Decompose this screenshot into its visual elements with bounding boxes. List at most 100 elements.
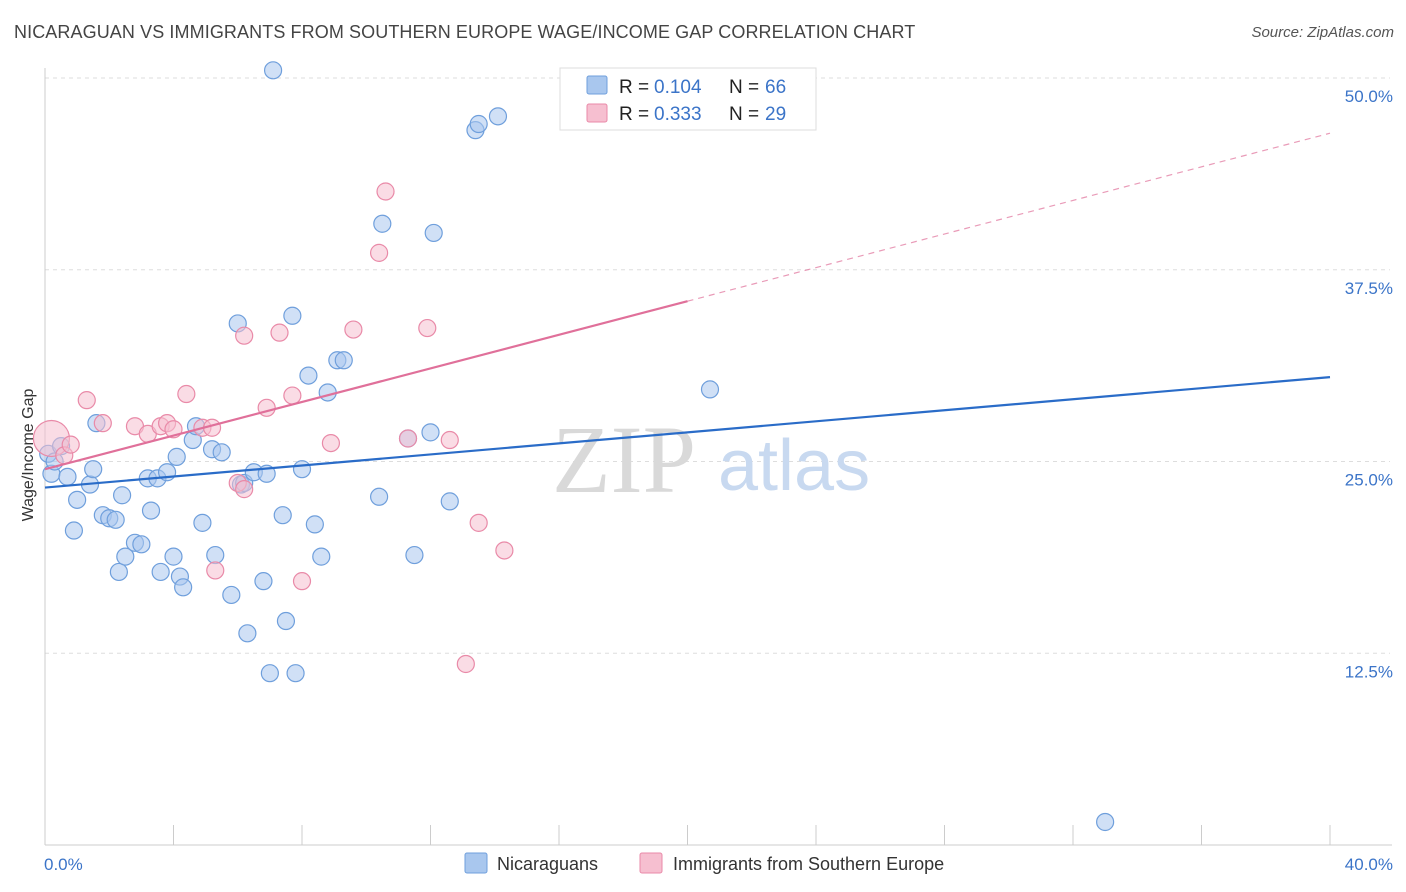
data-point <box>273 506 292 525</box>
data-point <box>222 585 241 605</box>
data-point <box>206 545 225 565</box>
series-legend-swatch-southern-europe <box>639 852 663 874</box>
data-point <box>174 578 193 597</box>
legend-n-value-1: 66 <box>765 77 786 98</box>
legend-swatch-pink <box>586 103 608 123</box>
data-point <box>64 521 84 540</box>
data-point <box>276 611 296 631</box>
data-point <box>440 492 459 511</box>
data-point <box>318 383 337 402</box>
data-point <box>106 510 125 529</box>
data-point <box>283 306 302 325</box>
data-point <box>469 513 488 532</box>
series-legend-label-nicaraguans: Nicaraguans <box>497 854 598 874</box>
data-point <box>421 423 440 442</box>
series-legend-swatch-nicaraguans <box>464 852 488 874</box>
trend-line-southern-europe <box>44 300 688 471</box>
legend-r-label-1: R = <box>619 77 649 98</box>
data-point <box>376 182 395 201</box>
x-tick-labels: 0.0% 40.0% <box>44 855 1393 874</box>
data-point <box>206 561 225 580</box>
data-point <box>77 391 96 410</box>
data-point <box>418 318 437 338</box>
data-point <box>58 467 77 486</box>
data-point <box>344 320 363 339</box>
y-tick-label-0: 12.5% <box>1345 662 1393 681</box>
data-point <box>177 384 196 404</box>
data-point <box>321 433 341 453</box>
series-nicaraguans-points <box>39 61 1115 832</box>
grid-lines <box>45 77 1390 654</box>
legend-n-label-2: N = <box>729 104 759 125</box>
data-point <box>93 414 112 433</box>
chart-source: Source: ZipAtlas.com <box>1251 24 1394 41</box>
legend-n-label-1: N = <box>729 77 759 98</box>
data-point <box>405 545 424 565</box>
data-point <box>151 562 170 582</box>
data-point <box>292 572 312 591</box>
data-point <box>488 107 508 126</box>
data-point <box>61 435 80 454</box>
data-point <box>112 486 132 505</box>
data-point <box>109 562 128 582</box>
data-point <box>132 535 151 554</box>
chart-title: NICARAGUAN VS IMMIGRANTS FROM SOUTHERN E… <box>14 22 916 42</box>
legend-n-value-2: 29 <box>765 104 786 125</box>
x-tick-label-0: 0.0% <box>44 855 83 874</box>
watermark-zip: ZIP <box>552 406 696 513</box>
data-point <box>424 223 443 243</box>
data-point <box>370 487 389 506</box>
data-point <box>1096 812 1115 832</box>
y-tick-label-1: 25.0% <box>1345 471 1393 490</box>
data-point <box>312 547 331 566</box>
data-point <box>370 243 389 262</box>
data-point <box>167 447 186 466</box>
correlation-legend: R = 0.104 N = 66 R = 0.333 N = 29 <box>559 67 817 131</box>
data-point <box>164 547 183 566</box>
legend-swatch-blue <box>586 75 608 95</box>
series-legend: Nicaraguans Immigrants from Southern Eur… <box>464 852 944 874</box>
watermark: ZIP atlas <box>552 406 870 513</box>
series-legend-label-southern-europe: Immigrants from Southern Europe <box>673 854 944 874</box>
data-point <box>305 515 324 534</box>
legend-r-value-1: 0.104 <box>654 77 702 98</box>
data-point <box>440 430 459 450</box>
legend-r-label-2: R = <box>619 104 649 125</box>
data-point <box>141 501 161 520</box>
data-point <box>286 664 305 683</box>
data-point <box>398 429 418 448</box>
data-point <box>373 214 392 233</box>
data-point <box>299 366 318 385</box>
data-point <box>260 664 279 683</box>
data-point <box>700 380 720 399</box>
data-point <box>283 386 302 405</box>
y-tick-label-2: 37.5% <box>1345 279 1393 298</box>
trend-line-nicaraguans <box>44 376 1331 489</box>
data-point <box>68 490 87 509</box>
data-point <box>193 513 212 532</box>
series-southern-europe-points <box>32 182 514 674</box>
data-point <box>235 480 254 499</box>
legend-r-value-2: 0.333 <box>654 104 702 125</box>
data-point <box>495 541 514 560</box>
x-tick-label-1: 40.0% <box>1345 855 1393 874</box>
data-point <box>254 572 273 591</box>
data-point <box>334 351 353 370</box>
data-point <box>456 654 475 674</box>
y-tick-label-3: 50.0% <box>1345 87 1393 106</box>
data-point <box>212 443 231 462</box>
trend-line-southern-europe-extension <box>687 132 1331 302</box>
data-point <box>292 460 312 479</box>
trend-lines <box>44 132 1331 489</box>
data-point <box>270 323 289 342</box>
data-point <box>469 114 488 134</box>
data-point <box>238 624 257 643</box>
data-point <box>116 547 135 566</box>
data-point <box>84 460 103 479</box>
data-point <box>235 326 254 345</box>
watermark-atlas: atlas <box>718 426 870 506</box>
data-point <box>263 61 283 80</box>
y-axis-label: Wage/Income Gap <box>20 389 37 522</box>
y-tick-labels: 12.5% 25.0% 37.5% 50.0% <box>1345 87 1393 681</box>
